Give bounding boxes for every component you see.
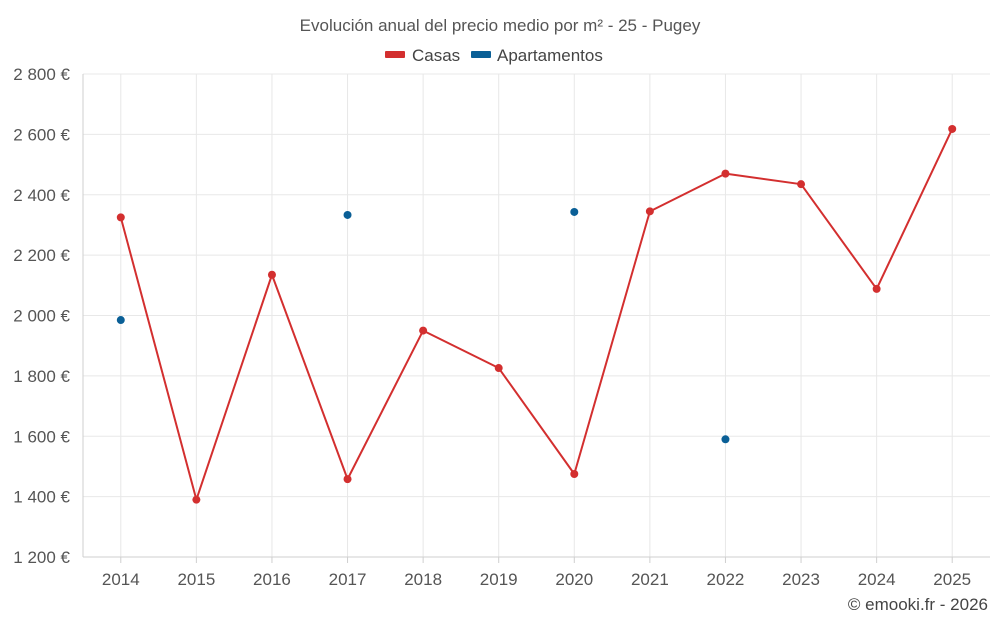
data-point-casas-2016[interactable] bbox=[267, 270, 276, 279]
data-point-apartamentos-2014[interactable] bbox=[116, 316, 125, 325]
data-point-casas-2015[interactable] bbox=[192, 495, 201, 504]
data-point-casas-2019[interactable] bbox=[494, 364, 503, 373]
data-point-casas-2022[interactable] bbox=[721, 169, 730, 178]
data-point-casas-2018[interactable] bbox=[419, 326, 428, 335]
legend-item-apartamentos[interactable]: Apartamentos bbox=[471, 46, 603, 65]
x-tick-label: 2016 bbox=[253, 570, 291, 589]
y-tick-label: 2 400 € bbox=[13, 186, 70, 205]
axes: 1 200 € 1 400 € 1 600 € 1 800 € 2 000 € 2 200… bbox=[13, 65, 990, 589]
data-point-casas-2021[interactable] bbox=[645, 207, 654, 216]
x-tick-label: 2024 bbox=[858, 570, 896, 589]
data-point-apartamentos-2022[interactable] bbox=[721, 435, 730, 444]
data-point-casas-2014[interactable] bbox=[116, 213, 125, 222]
series-line-casas bbox=[119, 128, 954, 501]
data-point-casas-2017[interactable] bbox=[343, 475, 352, 484]
x-tick-label: 2018 bbox=[404, 570, 442, 589]
x-tick-label: 2025 bbox=[933, 570, 971, 589]
x-tick-label: 2020 bbox=[555, 570, 593, 589]
legend-label-apartamentos: Apartamentos bbox=[497, 46, 603, 65]
legend: Casas Apartamentos bbox=[385, 46, 603, 65]
data-point-apartamentos-2020[interactable] bbox=[570, 207, 579, 216]
x-tick-label: 2021 bbox=[631, 570, 669, 589]
gridlines bbox=[83, 73, 990, 558]
data-point-casas-2025[interactable] bbox=[948, 124, 957, 133]
legend-item-casas[interactable]: Casas bbox=[385, 46, 460, 65]
x-tick-label: 2014 bbox=[102, 570, 140, 589]
data-point-casas-2020[interactable] bbox=[570, 469, 579, 478]
y-tick-label: 2 600 € bbox=[13, 125, 70, 144]
legend-swatch-apartamentos bbox=[471, 51, 491, 58]
y-tick-label: 1 400 € bbox=[13, 488, 70, 507]
y-tick-label: 1 800 € bbox=[13, 367, 70, 386]
x-tick-label: 2022 bbox=[707, 570, 745, 589]
data-point-casas-2024[interactable] bbox=[872, 284, 881, 293]
y-tick-label: 1 200 € bbox=[13, 548, 70, 567]
y-tick-label: 1 600 € bbox=[13, 427, 70, 446]
series bbox=[116, 124, 957, 504]
y-tick-label: 2 000 € bbox=[13, 307, 70, 326]
x-tick-label: 2023 bbox=[782, 570, 820, 589]
y-tick-label: 2 200 € bbox=[13, 246, 70, 265]
data-point-casas-2023[interactable] bbox=[797, 180, 806, 189]
legend-swatch-casas bbox=[385, 51, 405, 58]
x-tick-label: 2015 bbox=[177, 570, 215, 589]
x-tick-label: 2017 bbox=[329, 570, 367, 589]
x-tick-label: 2019 bbox=[480, 570, 518, 589]
legend-label-casas: Casas bbox=[412, 46, 460, 65]
y-tick-label: 2 800 € bbox=[13, 65, 70, 84]
data-point-apartamentos-2017[interactable] bbox=[343, 210, 352, 219]
chart-title: Evolución anual del precio medio por m² … bbox=[300, 16, 701, 35]
credit-text: © emooki.fr - 2026 bbox=[848, 595, 988, 614]
